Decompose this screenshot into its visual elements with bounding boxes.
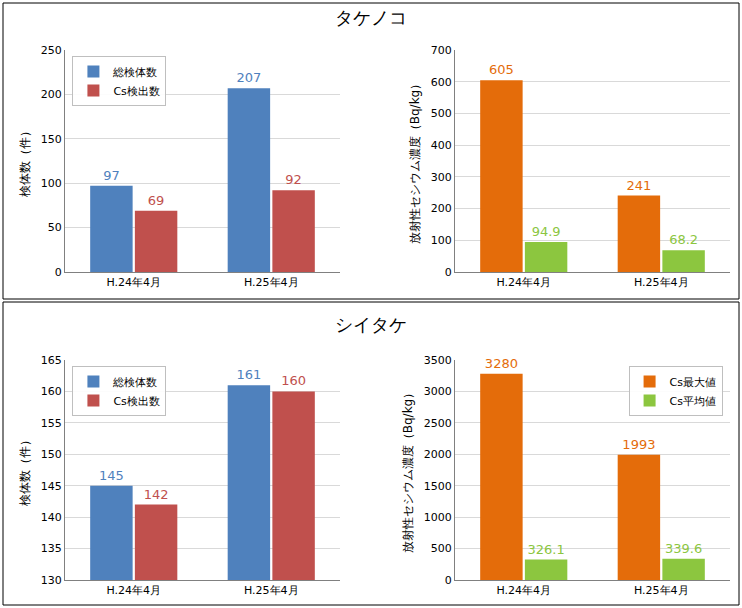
svg-text:150: 150 xyxy=(41,133,62,146)
svg-text:H.24年4月: H.24年4月 xyxy=(106,276,161,289)
svg-text:300: 300 xyxy=(431,171,452,184)
svg-text:207: 207 xyxy=(236,70,261,85)
svg-text:160: 160 xyxy=(281,373,306,388)
svg-text:H.25年4月: H.25年4月 xyxy=(634,584,689,597)
svg-text:100: 100 xyxy=(431,234,452,247)
svg-text:135: 135 xyxy=(41,542,62,555)
svg-text:400: 400 xyxy=(431,139,452,152)
svg-text:Cs平均値: Cs平均値 xyxy=(670,395,716,408)
svg-text:700: 700 xyxy=(431,44,452,57)
svg-text:Cs検出数: Cs検出数 xyxy=(113,395,159,408)
svg-text:500: 500 xyxy=(431,107,452,120)
svg-text:0: 0 xyxy=(445,574,452,587)
svg-text:100: 100 xyxy=(41,177,62,190)
svg-text:97: 97 xyxy=(103,168,120,183)
svg-text:142: 142 xyxy=(144,487,169,502)
svg-text:シイタケ: シイタケ xyxy=(335,314,407,335)
svg-text:H.24年4月: H.24年4月 xyxy=(106,584,161,597)
svg-text:総検体数: 総検体数 xyxy=(112,66,157,79)
svg-text:130: 130 xyxy=(41,574,62,587)
svg-text:250: 250 xyxy=(41,44,62,57)
svg-text:1000: 1000 xyxy=(424,511,452,524)
svg-text:2000: 2000 xyxy=(424,448,452,461)
svg-text:放射性セシウム濃度（Bq/kg）: 放射性セシウム濃度（Bq/kg） xyxy=(408,78,422,244)
svg-text:放射性セシウム濃度（Bq/kg）: 放射性セシウム濃度（Bq/kg） xyxy=(401,387,415,553)
svg-text:Cs検出数: Cs検出数 xyxy=(113,85,159,98)
svg-text:H.25年4月: H.25年4月 xyxy=(244,276,299,289)
svg-text:検体数（件）: 検体数（件） xyxy=(18,434,32,506)
svg-text:92: 92 xyxy=(285,172,302,187)
svg-text:500: 500 xyxy=(431,542,452,555)
svg-text:3280: 3280 xyxy=(485,356,518,371)
svg-text:1500: 1500 xyxy=(424,480,452,493)
svg-text:605: 605 xyxy=(489,62,514,77)
svg-text:200: 200 xyxy=(41,88,62,101)
svg-text:69: 69 xyxy=(148,193,165,208)
svg-text:140: 140 xyxy=(41,511,62,524)
svg-text:68.2: 68.2 xyxy=(669,232,698,247)
svg-text:1993: 1993 xyxy=(622,437,655,452)
svg-text:0: 0 xyxy=(445,266,452,279)
svg-text:0: 0 xyxy=(55,266,62,279)
svg-text:94.9: 94.9 xyxy=(532,224,561,239)
svg-text:2500: 2500 xyxy=(424,417,452,430)
svg-text:339.6: 339.6 xyxy=(665,541,702,556)
svg-text:150: 150 xyxy=(41,448,62,461)
svg-text:145: 145 xyxy=(41,480,62,493)
svg-text:145: 145 xyxy=(99,468,124,483)
svg-text:検体数（件）: 検体数（件） xyxy=(18,125,32,197)
svg-text:3500: 3500 xyxy=(424,354,452,367)
svg-text:H.24年4月: H.24年4月 xyxy=(496,584,551,597)
svg-text:155: 155 xyxy=(41,417,62,430)
svg-text:3000: 3000 xyxy=(424,385,452,398)
svg-text:総検体数: 総検体数 xyxy=(112,376,157,389)
svg-text:161: 161 xyxy=(236,367,261,382)
svg-text:241: 241 xyxy=(626,178,651,193)
svg-text:50: 50 xyxy=(48,221,62,234)
svg-text:600: 600 xyxy=(431,76,452,89)
svg-text:Cs最大値: Cs最大値 xyxy=(670,376,716,389)
svg-text:H.24年4月: H.24年4月 xyxy=(496,276,551,289)
svg-text:タケノコ: タケノコ xyxy=(335,7,407,28)
svg-text:160: 160 xyxy=(41,385,62,398)
svg-text:326.1: 326.1 xyxy=(527,542,564,557)
svg-text:165: 165 xyxy=(41,354,62,367)
svg-text:H.25年4月: H.25年4月 xyxy=(244,584,299,597)
svg-text:H.25年4月: H.25年4月 xyxy=(634,276,689,289)
svg-text:200: 200 xyxy=(431,202,452,215)
